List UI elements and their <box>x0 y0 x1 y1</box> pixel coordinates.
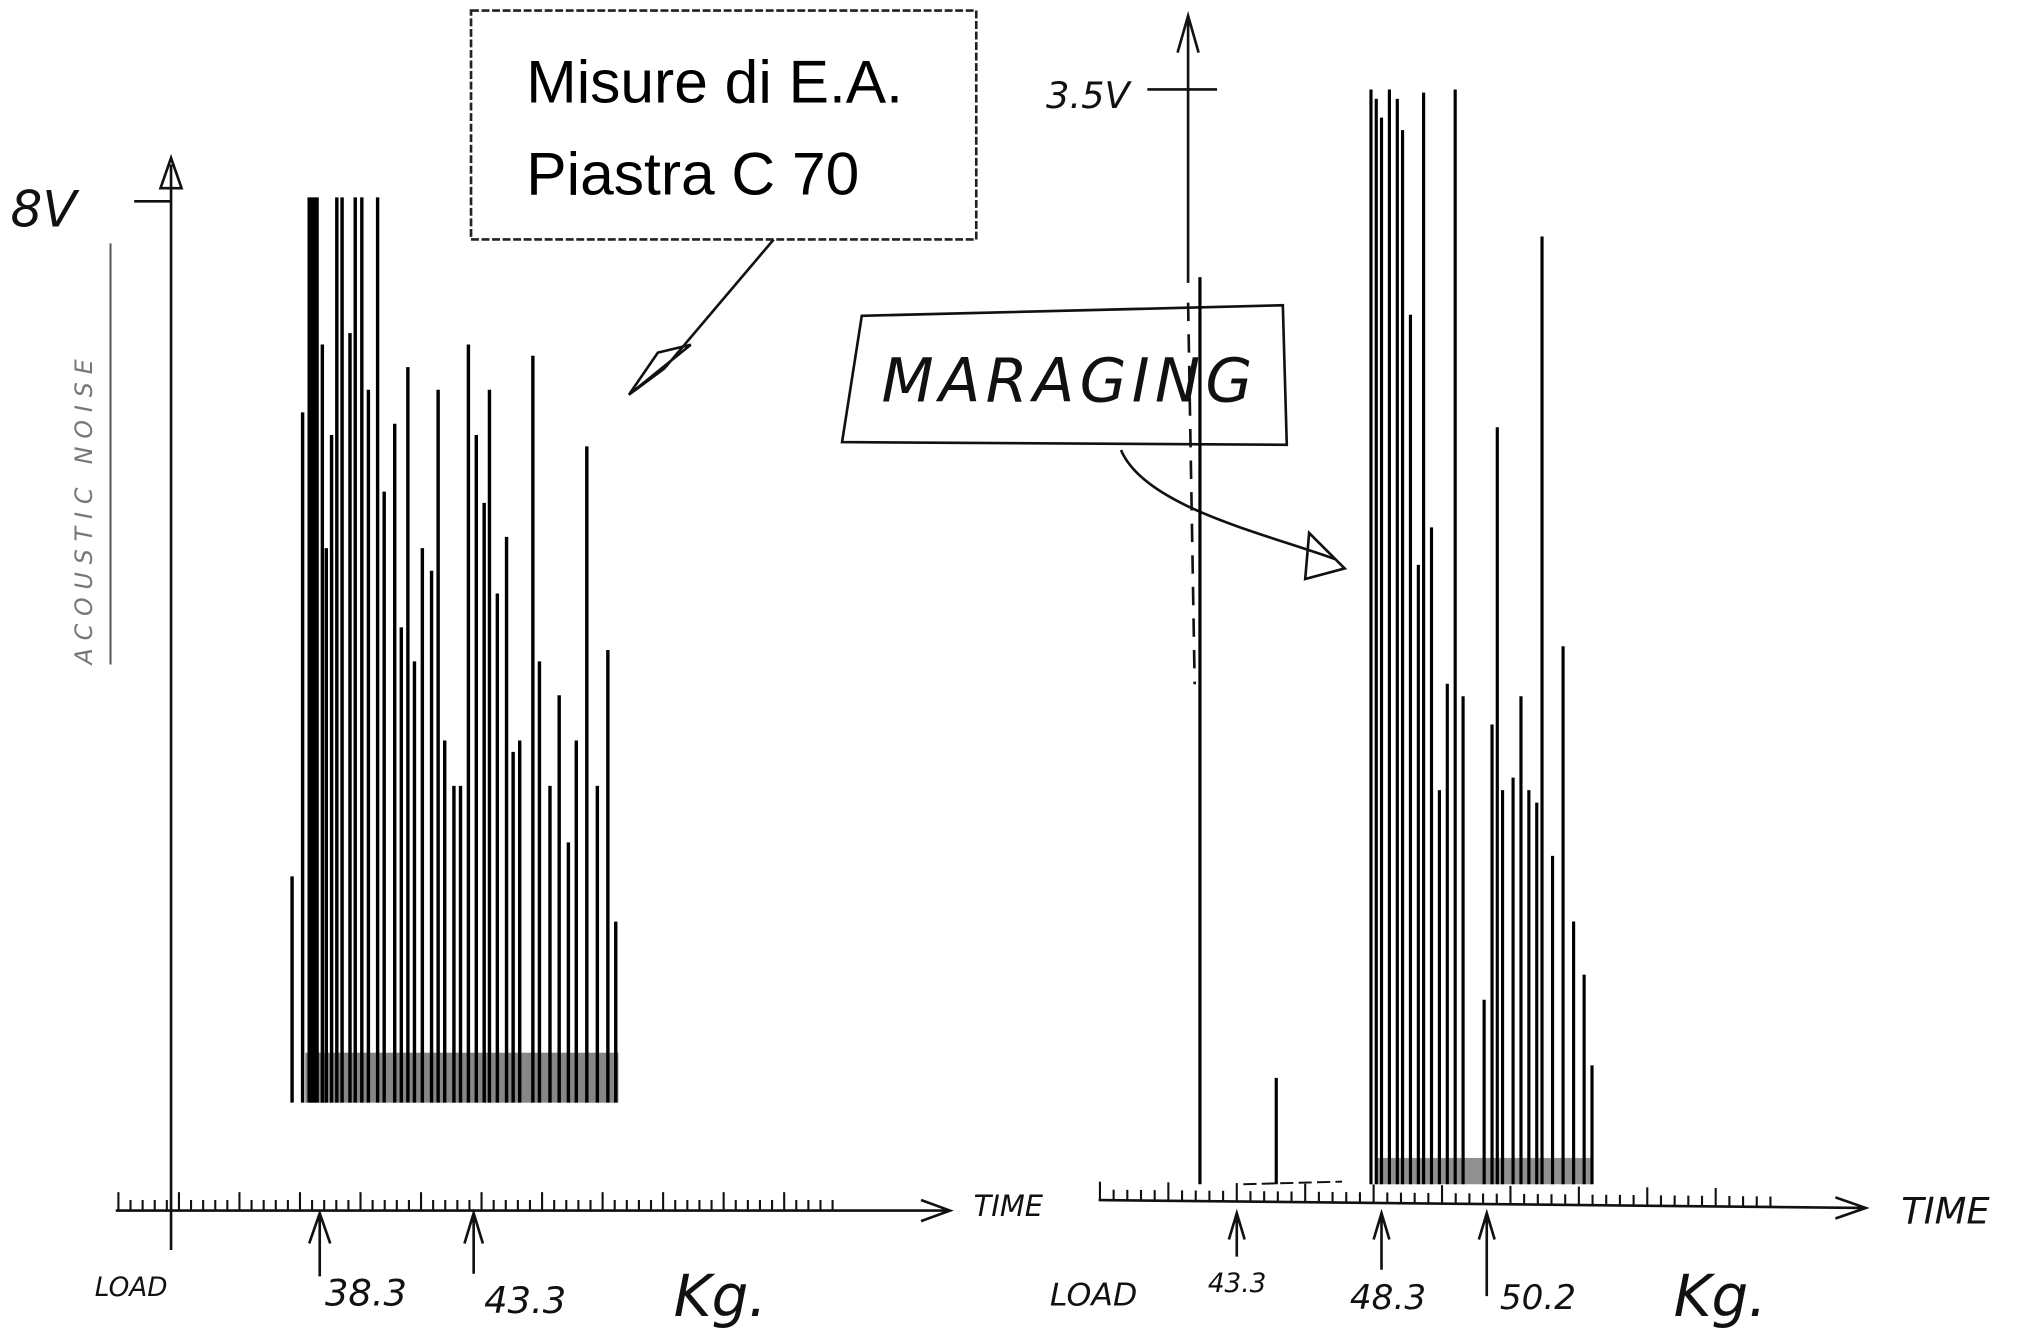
load-arrows <box>1227 1208 1496 1297</box>
x-axis <box>115 1198 954 1223</box>
annotation-box <box>840 303 1289 447</box>
origin-label: LOAD <box>1050 1277 1137 1313</box>
y-axis <box>1176 11 1200 283</box>
y-max-label: 8V <box>11 180 81 238</box>
x-axis-label: TIME <box>974 1189 1044 1223</box>
title-box <box>469 9 978 241</box>
load-marker-label: 38.3 <box>325 1271 407 1314</box>
y-max-label: 3.5V <box>1046 74 1133 117</box>
origin-label: LOAD <box>95 1273 168 1303</box>
unit-label: Kg. <box>674 1262 767 1329</box>
title-arrow <box>627 238 775 396</box>
load-arrows <box>307 1208 485 1277</box>
title-line: Misure di E.A. <box>526 48 903 116</box>
y-axis-dashed <box>1186 302 1196 685</box>
load-marker-label: 43.3 <box>1208 1269 1267 1299</box>
annotation: MARAGING <box>882 346 1258 416</box>
title-line: Piastra C 70 <box>526 140 859 208</box>
x-axis <box>1098 1196 1870 1220</box>
y-axis <box>158 153 184 1251</box>
x-axis-label: TIME <box>1901 1190 1990 1233</box>
load-marker-label: 48.3 <box>1350 1278 1426 1318</box>
y-axis-label: ACOUSTIC NOISE <box>70 351 98 666</box>
unit-label: Kg. <box>1674 1262 1767 1329</box>
load-marker-label: 43.3 <box>484 1279 566 1322</box>
baseline-trace <box>1243 1180 1343 1186</box>
load-marker-label: 50.2 <box>1500 1278 1576 1318</box>
annotation-arrow <box>1119 449 1348 581</box>
